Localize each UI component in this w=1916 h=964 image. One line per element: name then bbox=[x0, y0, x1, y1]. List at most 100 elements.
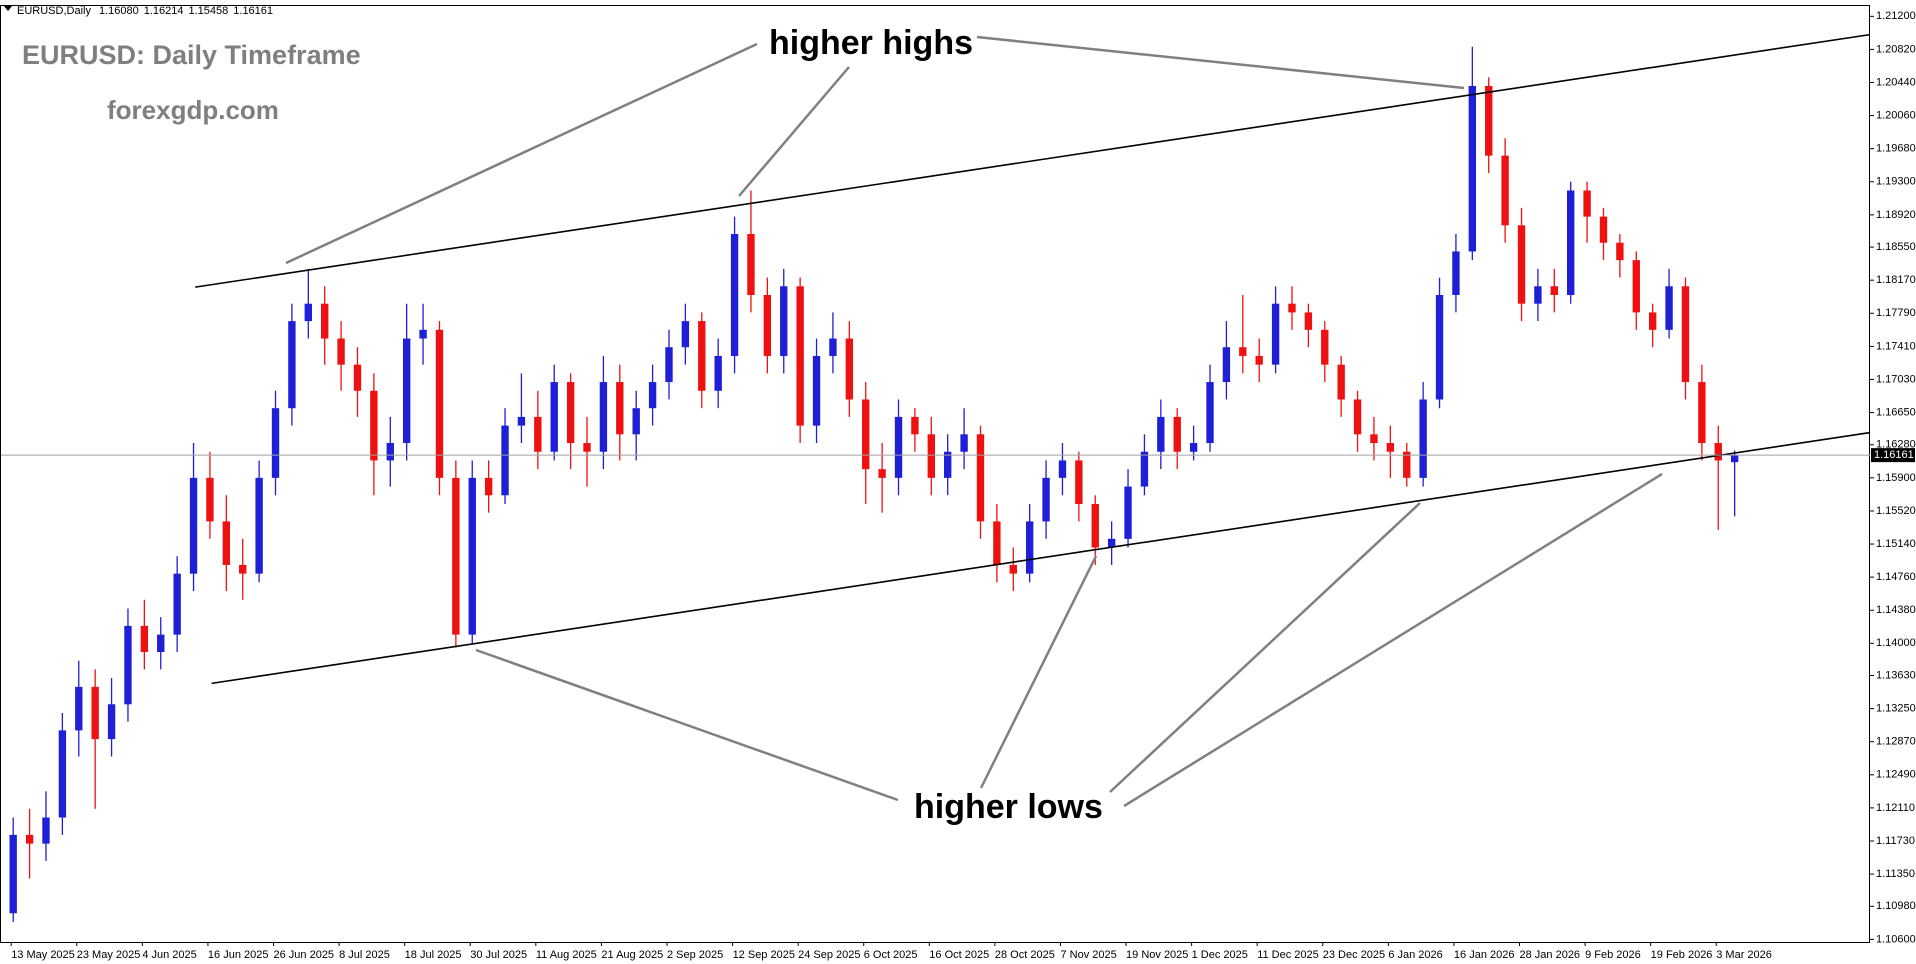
x-tick-label: 16 Oct 2025 bbox=[929, 949, 989, 961]
y-tick-label: 1.21200 bbox=[1876, 10, 1916, 22]
symbol: EURUSD,Daily bbox=[17, 5, 91, 17]
candle-body bbox=[1222, 347, 1231, 383]
y-tick-label: 1.19680 bbox=[1876, 143, 1916, 155]
candle-body bbox=[107, 704, 116, 740]
candle-body bbox=[337, 338, 345, 365]
candle-body bbox=[25, 834, 34, 844]
candle-body bbox=[1435, 294, 1444, 400]
candle-body bbox=[517, 416, 526, 426]
y-tick-label: 1.12490 bbox=[1876, 769, 1916, 781]
candle-body bbox=[419, 329, 427, 339]
y-tick-label: 1.18920 bbox=[1876, 209, 1916, 221]
candle-body bbox=[173, 573, 181, 635]
candle-body bbox=[402, 338, 411, 444]
chart-title: EURUSD: Daily Timeframe bbox=[22, 40, 361, 70]
x-tick-label: 8 Jul 2025 bbox=[339, 949, 390, 961]
x-tick-label: 12 Sep 2025 bbox=[733, 949, 795, 961]
candle-body bbox=[1271, 303, 1280, 365]
pointer-lines bbox=[285, 35, 1663, 808]
candle-body bbox=[1403, 451, 1411, 478]
y-tick-label: 1.17790 bbox=[1876, 307, 1916, 319]
candle-body bbox=[1124, 486, 1132, 539]
y-tick-label: 1.14000 bbox=[1876, 637, 1916, 649]
candle-body bbox=[1468, 85, 1477, 252]
candle-body bbox=[1304, 312, 1313, 330]
x-tick-label: 19 Feb 2026 bbox=[1651, 949, 1713, 961]
candle-body bbox=[1501, 155, 1509, 226]
candle-body bbox=[1485, 85, 1493, 156]
x-tick-label: 24 Sep 2025 bbox=[798, 949, 860, 961]
annotation: higher highs bbox=[769, 24, 973, 62]
candle-body bbox=[976, 434, 985, 522]
candle-body bbox=[681, 321, 690, 348]
y-tick-label: 1.20820 bbox=[1876, 43, 1916, 55]
candle-body bbox=[583, 443, 591, 452]
price-label: 1.16161 bbox=[1874, 449, 1914, 461]
candle-body bbox=[1665, 286, 1673, 330]
pointer-line bbox=[285, 42, 758, 265]
candle-body bbox=[829, 338, 837, 356]
x-tick-label: 7 Nov 2025 bbox=[1060, 949, 1116, 961]
x-tick-label: 1 Dec 2025 bbox=[1192, 949, 1248, 961]
ohlc-open: 1.16080 bbox=[99, 5, 139, 17]
candle-body bbox=[1107, 538, 1116, 548]
candle-body bbox=[353, 364, 362, 391]
candle-body bbox=[9, 834, 17, 914]
trendline bbox=[211, 431, 1871, 685]
x-tick-label: 13 May 2025 bbox=[11, 949, 75, 961]
pointer-line bbox=[1109, 502, 1421, 793]
candle-body bbox=[1648, 312, 1657, 330]
candle-body bbox=[1075, 460, 1083, 504]
x-tick-label: 3 Mar 2026 bbox=[1716, 949, 1772, 961]
annotation: higher lows bbox=[914, 788, 1103, 826]
y-tick-label: 1.11350 bbox=[1876, 868, 1915, 880]
x-tick-label: 28 Oct 2025 bbox=[995, 949, 1055, 961]
pointer-line bbox=[475, 648, 899, 802]
candle-body bbox=[1698, 382, 1706, 444]
candle-body bbox=[1058, 460, 1067, 478]
x-tick-label: 21 Aug 2025 bbox=[601, 949, 663, 961]
x-tick-label: 11 Aug 2025 bbox=[536, 949, 597, 961]
x-tick-label: 9 Feb 2026 bbox=[1585, 949, 1641, 961]
candle-body bbox=[1616, 242, 1624, 261]
candle-body bbox=[1681, 286, 1690, 383]
candle-body bbox=[1206, 382, 1214, 444]
candle-body bbox=[321, 303, 329, 339]
candle-body bbox=[1189, 443, 1198, 452]
candle-body bbox=[386, 443, 394, 461]
candle-body bbox=[878, 469, 886, 478]
pointer-line bbox=[979, 555, 1098, 789]
y-tick-label: 1.14760 bbox=[1876, 571, 1916, 583]
y-tick-label: 1.18170 bbox=[1876, 274, 1916, 286]
y-tick-label: 1.10600 bbox=[1876, 933, 1916, 945]
candle-body bbox=[1534, 286, 1542, 304]
candle-body bbox=[42, 817, 50, 844]
candle-body bbox=[1288, 303, 1296, 313]
candle-body bbox=[1140, 451, 1149, 487]
candle-body bbox=[304, 303, 312, 322]
candle-body bbox=[550, 382, 558, 452]
candle-body bbox=[1173, 416, 1181, 452]
candle-body bbox=[911, 416, 919, 435]
candle-body bbox=[91, 686, 99, 740]
candle-body bbox=[534, 416, 542, 452]
y-tick-label: 1.12870 bbox=[1876, 736, 1916, 748]
candle-body bbox=[1714, 443, 1722, 461]
candle-body bbox=[501, 425, 509, 496]
candle-body bbox=[1567, 190, 1575, 295]
candle-body bbox=[58, 730, 67, 818]
candle-body bbox=[255, 477, 263, 574]
candle-body bbox=[632, 408, 640, 435]
x-tick-label: 4 Jun 2025 bbox=[142, 949, 196, 961]
y-tick-label: 1.13630 bbox=[1876, 669, 1916, 681]
header-arrow bbox=[4, 6, 12, 11]
candle-body bbox=[206, 477, 214, 522]
candle-body bbox=[698, 321, 706, 391]
candle-body bbox=[1255, 355, 1263, 365]
x-tick-label: 19 Nov 2025 bbox=[1126, 949, 1188, 961]
pointer-line bbox=[1123, 472, 1663, 808]
candle-body bbox=[1386, 443, 1395, 452]
candle-body bbox=[271, 408, 280, 478]
candle-body bbox=[370, 390, 378, 461]
